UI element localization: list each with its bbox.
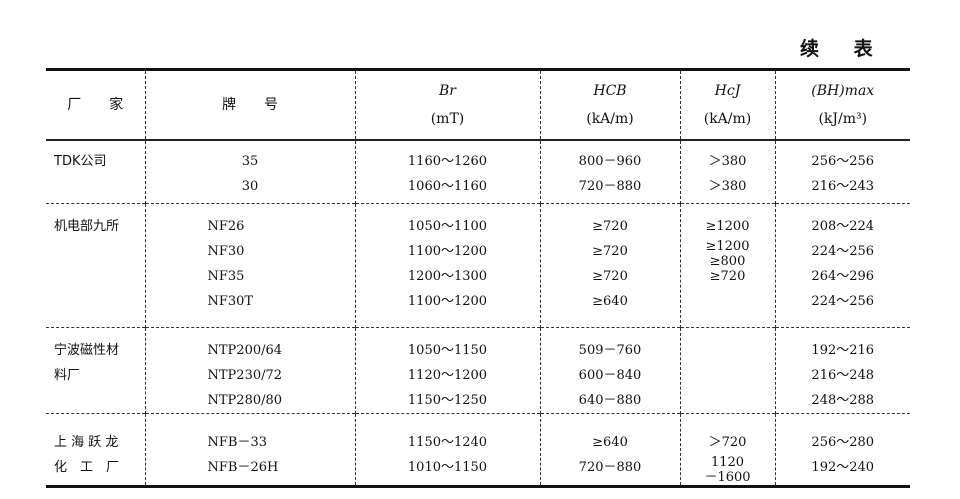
header-hcj: HcJ (kA/m) — [679, 69, 775, 140]
hcb-value: ≥640 — [592, 293, 628, 309]
cell-maker: 宁波磁性材 料厂 — [46, 327, 145, 413]
bhmax-value: 264～296 — [811, 268, 875, 284]
brand-value: NFB－33 — [207, 434, 268, 450]
cell-hcj: ≥1200 ≥1200 ≥800 ≥720 — [679, 203, 775, 327]
cell-hcb: 800－960 720－880 — [539, 139, 680, 203]
cell-hcj — [679, 327, 775, 413]
hcb-value: 720－880 — [578, 178, 642, 194]
bhmax-value: 192～240 — [811, 459, 875, 475]
hcb-value: 720－880 — [578, 459, 642, 475]
bhmax-value: 224～256 — [811, 243, 875, 259]
br-value: 1150～1250 — [407, 392, 488, 408]
maker-value: TDK公司 — [54, 153, 107, 169]
hcb-value: ≥720 — [592, 268, 628, 284]
brand-value: 30 — [241, 178, 259, 194]
hcj-value: ＞380 — [708, 153, 747, 169]
hcj-value: ＞720 — [708, 434, 747, 450]
brand-value: NTP280/80 — [207, 392, 283, 408]
brand-value: NF30 — [207, 243, 245, 259]
cell-maker: TDK公司 — [46, 140, 145, 204]
cell-maker: 上 海 跃 龙化 工 厂 — [46, 413, 145, 486]
maker-value: 料厂 — [54, 367, 81, 383]
br-value: 1100～1200 — [407, 243, 488, 259]
table-row-group: 机电部九所 NF26 NF30 NF35 NF30T 1050～1100 1100～1200… — [46, 203, 910, 327]
table-row-group: 宁波磁性材料厂 NTP200/64 NTP230/72 NTP280/80 1050～1… — [46, 327, 910, 413]
header-hcb: HCB (kA/m) — [539, 69, 680, 140]
brand-value: NF35 — [207, 268, 245, 284]
hcb-value: ≥640 — [592, 434, 628, 450]
cell-br: 1050～1150 1120～1200 1150～1250 — [354, 327, 540, 413]
hcb-value: 509－760 — [578, 342, 642, 358]
bhmax-value: 216～243 — [811, 178, 875, 194]
table-row-group: 上 海 跃 龙化 工 厂 NFB－33 NFB－26H 1150～1240 1010～1… — [46, 413, 910, 486]
br-value: 1050～1150 — [407, 342, 488, 358]
maker-value: 上 海 跃 龙 — [54, 434, 119, 450]
brand-value: NF30T — [207, 293, 254, 309]
hcj-value: ≥800 — [709, 253, 746, 269]
header-row: 厂 家 牌 号 Br (mT) HCB (kA/m) HcJ (kA/m) (BH)m… — [46, 69, 910, 140]
brand-value: NF26 — [207, 218, 245, 234]
cell-bhmax: 256～256 216～243 — [774, 139, 910, 203]
br-value: 1010～1150 — [407, 459, 488, 475]
br-value: 1060～1160 — [407, 178, 488, 194]
cell-hcb: ≥640 720－880 — [539, 413, 680, 486]
cell-brand: NFB－33 NFB－26H — [144, 413, 355, 486]
hcj-value: ≥1200 — [705, 218, 750, 234]
bhmax-value: 224～256 — [811, 293, 875, 309]
hcj-value: －1600 — [704, 469, 751, 485]
hcj-value: ≥1200 — [705, 238, 750, 254]
cell-maker: 机电部九所 — [46, 203, 145, 327]
page-title: 续 表 — [800, 38, 887, 60]
bhmax-value: 256～256 — [811, 153, 875, 169]
maker-value: 机电部九所 — [54, 218, 120, 234]
header-bhmax: (BH)max (kJ/m³) — [774, 69, 910, 140]
cell-brand: NTP200/64 NTP230/72 NTP280/80 — [144, 327, 355, 413]
header-brand: 牌 号 — [144, 69, 355, 140]
cell-hcj: ＞380 ＞380 — [679, 139, 775, 203]
hcj-value: ＞380 — [708, 178, 747, 194]
cell-br: 1150～1240 1010～1150 — [354, 413, 540, 486]
hcb-value: 640－880 — [578, 392, 642, 408]
hcb-value: 800－960 — [578, 153, 642, 169]
brand-value: NTP200/64 — [207, 342, 283, 358]
br-value: 1150～1240 — [407, 434, 488, 450]
bhmax-value: 256～280 — [811, 434, 875, 450]
hcj-value: ≥720 — [709, 268, 746, 284]
br-value: 1160～1260 — [407, 153, 488, 169]
bhmax-value: 248～288 — [811, 392, 875, 408]
maker-value: 化 工 厂 — [54, 459, 120, 475]
bhmax-value: 192～216 — [811, 342, 875, 358]
header-br: Br (mT) — [354, 69, 540, 140]
cell-hcb: 509－760 600－840 640－880 — [539, 327, 680, 413]
cell-brand: 35 30 — [144, 139, 355, 203]
bhmax-value: 208～224 — [811, 218, 875, 234]
cell-bhmax: 192～216 216～248 248～288 — [774, 327, 910, 413]
hcb-value: 600－840 — [578, 367, 642, 383]
brand-value: NFB－26H — [207, 459, 279, 475]
br-value: 1120～1200 — [407, 367, 488, 383]
bhmax-value: 216～248 — [811, 367, 875, 383]
cell-brand: NF26 NF30 NF35 NF30T — [144, 203, 355, 327]
cell-hcj: ＞720 1120 －1600 — [679, 413, 775, 486]
hcb-value: ≥720 — [592, 218, 628, 234]
cell-bhmax: 256～280 192～240 — [774, 413, 910, 486]
brand-value: NTP230/72 — [207, 367, 283, 383]
magnet-properties-table: 厂 家 牌 号 Br (mT) HCB (kA/m) HcJ (kA/m) (BH)m… — [46, 68, 910, 488]
header-maker: 厂 家 — [67, 96, 124, 113]
hcb-value: ≥720 — [592, 243, 628, 259]
table-row-group: TDK公司 35 30 1160～1260 1060～1160 800－960 720－88… — [46, 139, 910, 204]
br-value: 1100～1200 — [407, 293, 488, 309]
cell-br: 1160～1260 1060～1160 — [354, 139, 540, 203]
cell-bhmax: 208～224 224～256 264～296 224～256 — [774, 203, 910, 327]
br-value: 1050～1100 — [407, 218, 488, 234]
cell-br: 1050～1100 1100～1200 1200～1300 1100～1200 — [354, 203, 540, 327]
br-value: 1200～1300 — [407, 268, 488, 284]
brand-value: 35 — [241, 153, 259, 169]
hcj-value: 1120 — [710, 454, 745, 470]
maker-value: 宁波磁性材 — [54, 342, 120, 358]
cell-hcb: ≥720 ≥720 ≥720 ≥640 — [539, 203, 680, 327]
